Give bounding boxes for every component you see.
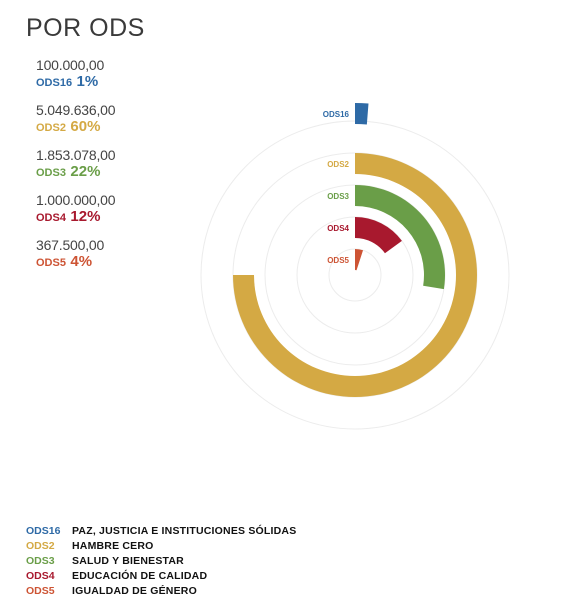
legend-name: IGUALDAD DE GÉNERO	[72, 585, 197, 597]
legend-code: ODS5	[26, 585, 55, 597]
stat-code: ODS4	[36, 212, 66, 224]
legend-name: HAMBRE CERO	[72, 540, 154, 552]
stat-line: ODS16 1%	[36, 73, 115, 92]
legend-code: ODS4	[26, 570, 55, 582]
arc-ods5	[355, 249, 364, 271]
stat-value: 5.049.636,00	[36, 102, 116, 118]
legend-item-ods5: ODS5 IGUALDAD DE GÉNERO	[26, 582, 296, 597]
stat-percent: 60%	[70, 118, 101, 135]
stat-percent: 22%	[70, 163, 101, 180]
stat-line: ODS2 60%	[36, 118, 115, 137]
stat-value: 100.000,00	[36, 57, 105, 73]
legend-code: ODS3	[26, 555, 55, 567]
stat-percent: 12%	[70, 208, 101, 225]
chart-title: POR ODS	[26, 14, 145, 42]
stat-percent: 4%	[70, 253, 93, 270]
legend-code: ODS16	[26, 525, 61, 537]
legend-name: SALUD Y BIENESTAR	[72, 555, 184, 567]
stat-ods2: 5.049.636,00 ODS2 60%	[36, 102, 116, 148]
stat-code: ODS5	[36, 257, 66, 269]
stat-line: ODS4 12%	[36, 208, 115, 227]
stat-value: 1.853.078,00	[36, 147, 116, 163]
arc-ods16	[355, 103, 369, 125]
legend-item-ods2: ODS2 HAMBRE CERO	[26, 537, 296, 552]
legend-name: EDUCACIÓN DE CALIDAD	[72, 570, 208, 582]
arc-label-ods3: ODS3	[327, 192, 349, 201]
stat-value: 1.000.000,00	[36, 192, 116, 208]
stat-line: ODS5 4%	[36, 253, 115, 272]
stats-list: 100.000,00 ODS16 1% 5.049.636,00 ODS2 60% 1.…	[36, 58, 116, 283]
legend-item-ods4: ODS4 EDUCACIÓN DE CALIDAD	[26, 567, 296, 582]
stat-value: 367.500,00	[36, 237, 105, 253]
stat-ods5: 367.500,00 ODS5 4%	[36, 238, 115, 283]
stat-ods16: 100.000,00 ODS16 1%	[36, 58, 115, 103]
legend-item-ods3: ODS3 SALUD Y BIENESTAR	[26, 552, 296, 567]
arc-label-ods4: ODS4	[327, 224, 349, 233]
legend-name: PAZ, JUSTICIA E INSTITUCIONES SÓLIDAS	[72, 525, 297, 537]
legend-code: ODS2	[26, 540, 55, 552]
legend: ODS16 PAZ, JUSTICIA E INSTITUCIONES SÓLID…	[26, 522, 296, 597]
stat-line: ODS3 22%	[36, 163, 115, 182]
stat-code: ODS16	[36, 77, 73, 89]
radial-chart: ODS16 ODS2 ODS3 ODS4 ODS5	[200, 103, 510, 430]
stat-percent: 1%	[76, 73, 99, 90]
arc-label-ods5: ODS5	[327, 256, 349, 265]
stat-code: ODS3	[36, 167, 66, 179]
stat-code: ODS2	[36, 122, 66, 134]
arc-label-ods2: ODS2	[327, 160, 349, 169]
arc-label-ods16: ODS16	[323, 110, 350, 119]
arc-ods4	[355, 217, 402, 254]
stat-ods4: 1.000.000,00 ODS4 12%	[36, 192, 116, 238]
stat-ods3: 1.853.078,00 ODS3 22%	[36, 147, 116, 193]
legend-item-ods16: ODS16 PAZ, JUSTICIA E INSTITUCIONES SÓLID…	[26, 522, 296, 537]
arc-ods3	[355, 185, 445, 290]
